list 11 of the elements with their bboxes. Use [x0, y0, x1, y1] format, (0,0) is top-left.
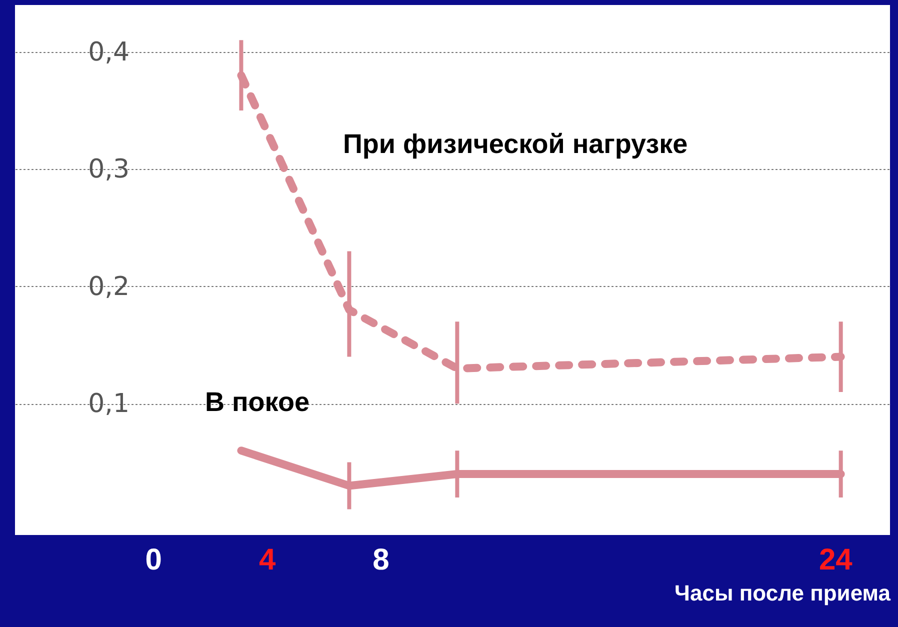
- x-tick-label: 4: [258, 544, 276, 576]
- y-tick-label: 0,4: [88, 37, 130, 68]
- x-tick-label: 24: [818, 544, 853, 576]
- x-axis-title: Часы после приема: [674, 580, 892, 606]
- y-tick-label: 0,2: [88, 272, 130, 302]
- text: При физической нагрузке: [343, 129, 688, 159]
- series-label: В покое: [205, 387, 310, 417]
- x-tick-label: 8: [372, 544, 390, 576]
- y-tick-label: 0,3: [88, 154, 130, 185]
- x-tick-label: 0: [145, 544, 162, 576]
- y-tick-label: 0,1: [88, 389, 130, 420]
